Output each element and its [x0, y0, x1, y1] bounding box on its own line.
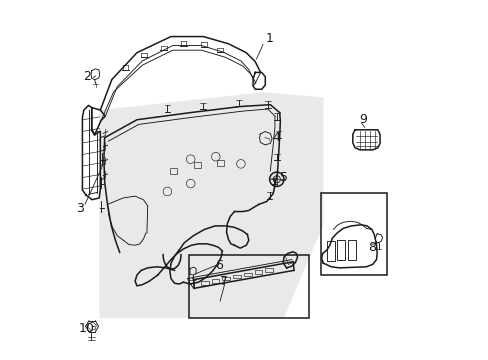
- Bar: [211, 279, 219, 283]
- Bar: [336, 240, 344, 260]
- Bar: [244, 273, 251, 276]
- Bar: [320, 193, 386, 275]
- Text: 3: 3: [76, 202, 84, 215]
- Text: 7: 7: [220, 275, 227, 288]
- Bar: [265, 268, 273, 272]
- Bar: [169, 168, 177, 174]
- Text: 4: 4: [272, 131, 280, 144]
- Text: 6: 6: [215, 259, 223, 272]
- Polygon shape: [99, 92, 323, 318]
- Bar: [254, 270, 262, 274]
- Bar: [193, 162, 201, 168]
- Text: 5: 5: [279, 171, 287, 184]
- Bar: [216, 160, 223, 166]
- Bar: [347, 240, 355, 260]
- Text: 8: 8: [367, 241, 375, 254]
- Text: 9: 9: [358, 113, 366, 126]
- Text: 1: 1: [265, 32, 273, 45]
- Bar: [326, 241, 334, 261]
- Bar: [222, 277, 230, 280]
- Bar: [233, 275, 241, 278]
- Text: 10: 10: [79, 322, 95, 335]
- Bar: [201, 281, 208, 285]
- Text: 2: 2: [82, 69, 90, 82]
- Bar: [188, 255, 308, 318]
